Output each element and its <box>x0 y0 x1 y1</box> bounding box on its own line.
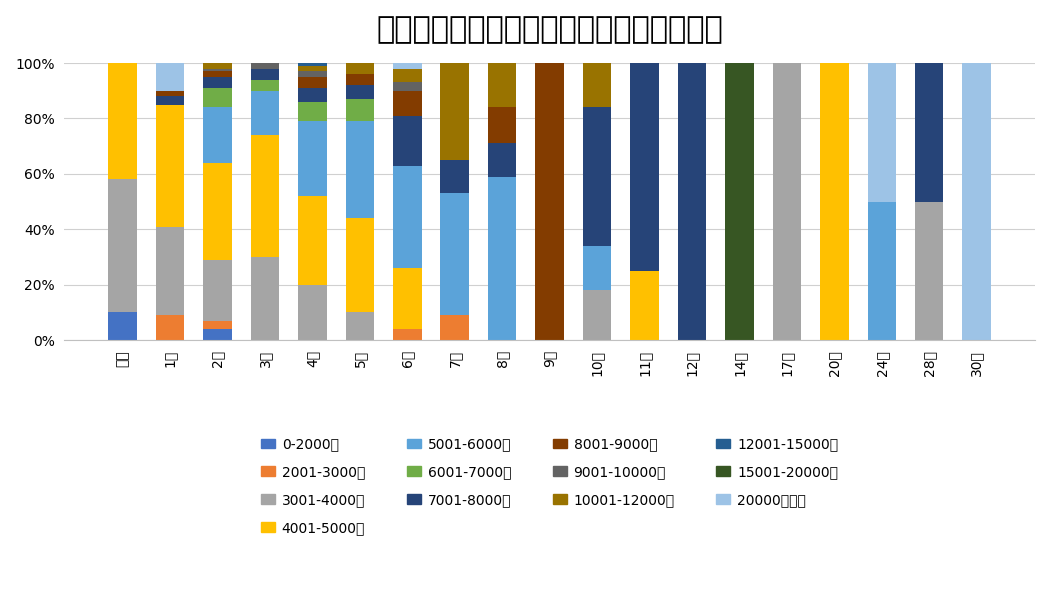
Bar <box>298 66 327 71</box>
Bar <box>488 107 517 144</box>
Bar <box>345 74 374 85</box>
Bar <box>155 315 184 340</box>
Bar <box>204 163 232 260</box>
Bar <box>630 271 658 340</box>
Bar <box>204 63 232 68</box>
Bar <box>393 63 421 68</box>
Bar <box>915 201 944 340</box>
Bar <box>441 160 469 193</box>
Bar <box>963 63 991 340</box>
Bar <box>820 63 848 340</box>
Bar <box>441 315 469 340</box>
Bar <box>393 116 421 166</box>
Bar <box>108 312 136 340</box>
Bar <box>204 329 232 340</box>
Bar <box>155 96 184 105</box>
Bar <box>393 268 421 329</box>
Bar <box>155 227 184 315</box>
Bar <box>298 63 327 66</box>
Bar <box>204 107 232 163</box>
Bar <box>251 91 279 135</box>
Bar <box>488 144 517 177</box>
Bar <box>441 193 469 315</box>
Bar <box>204 88 232 107</box>
Bar <box>345 121 374 218</box>
Bar <box>393 329 421 340</box>
Bar <box>155 91 184 96</box>
Bar <box>536 63 564 340</box>
Bar <box>583 246 611 290</box>
Bar <box>298 77 327 88</box>
Bar <box>251 79 279 91</box>
Bar <box>204 321 232 329</box>
Bar <box>251 68 279 79</box>
Bar <box>630 63 658 271</box>
Bar <box>393 83 421 91</box>
Bar <box>345 85 374 99</box>
Bar <box>251 63 279 68</box>
Bar <box>393 91 421 116</box>
Bar <box>488 63 517 107</box>
Legend: 0-2000元, 2001-3000元, 3001-4000元, 4001-5000元, 5001-6000元, 6001-7000元, 7001-8000元,: 0-2000元, 2001-3000元, 3001-4000元, 4001-50… <box>254 431 845 542</box>
Bar <box>583 63 611 107</box>
Bar <box>298 196 327 285</box>
Bar <box>298 285 327 340</box>
Bar <box>155 105 184 227</box>
Bar <box>583 290 611 340</box>
Bar <box>345 63 374 74</box>
Bar <box>867 63 896 201</box>
Bar <box>867 201 896 340</box>
Bar <box>298 88 327 102</box>
Bar <box>677 63 707 340</box>
Bar <box>583 107 611 246</box>
Bar <box>251 257 279 340</box>
Bar <box>204 77 232 88</box>
Bar <box>298 121 327 196</box>
Bar <box>155 63 184 91</box>
Bar <box>108 63 136 179</box>
Bar <box>345 312 374 340</box>
Bar <box>204 68 232 71</box>
Bar <box>251 135 279 257</box>
Bar <box>393 166 421 268</box>
Title: 到手月薪占从事公益事业年限百分比分布图: 到手月薪占从事公益事业年限百分比分布图 <box>376 15 723 44</box>
Bar <box>488 177 517 340</box>
Bar <box>298 102 327 121</box>
Bar <box>108 179 136 312</box>
Bar <box>204 71 232 77</box>
Bar <box>393 68 421 83</box>
Bar <box>441 63 469 160</box>
Bar <box>726 63 754 340</box>
Bar <box>345 99 374 121</box>
Bar <box>204 260 232 321</box>
Bar <box>773 63 801 340</box>
Bar <box>345 218 374 312</box>
Bar <box>915 63 944 201</box>
Bar <box>298 71 327 77</box>
